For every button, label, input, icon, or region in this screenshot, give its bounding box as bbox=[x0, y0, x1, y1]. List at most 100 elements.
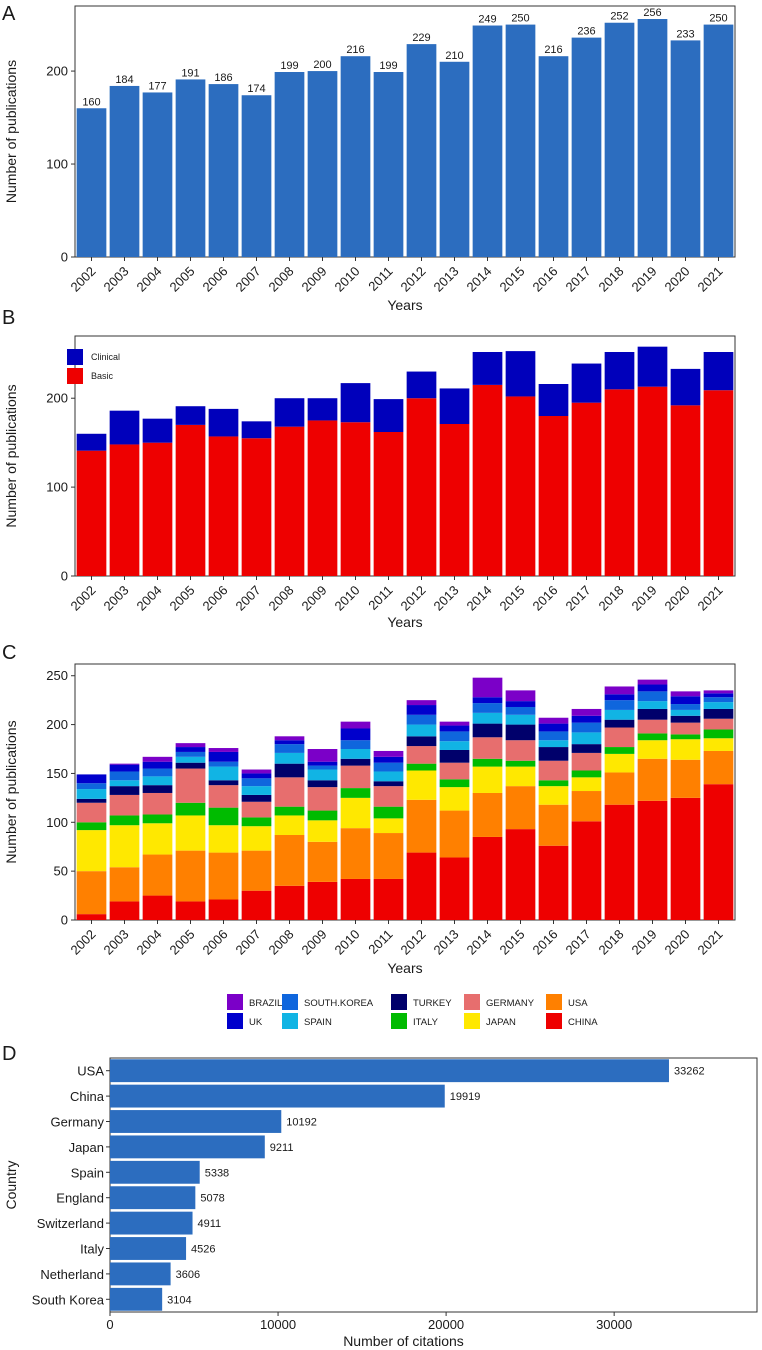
bar-south-korea-2010 bbox=[340, 740, 371, 750]
bar-clinical-2017 bbox=[571, 363, 602, 403]
bar-uk-2009 bbox=[307, 761, 338, 766]
legend-swatch-south-korea bbox=[282, 994, 298, 1010]
y-tick-label: 250 bbox=[46, 668, 68, 683]
bar-south-korea-2016 bbox=[538, 731, 569, 741]
x-tick-label: 2012 bbox=[398, 264, 429, 295]
bar-south-korea-2012 bbox=[406, 714, 437, 725]
bar-usa-2008 bbox=[274, 834, 305, 886]
bar-spain-2002 bbox=[76, 789, 107, 799]
x-tick-label: 2004 bbox=[134, 927, 165, 958]
bar-germany-2006 bbox=[208, 785, 239, 808]
bar-germany-2017 bbox=[571, 752, 602, 771]
bar-japan-2015 bbox=[505, 766, 536, 787]
bar-uk-2002 bbox=[76, 774, 107, 784]
bar-uk-2014 bbox=[472, 697, 503, 704]
bar-japan-2006 bbox=[208, 825, 239, 853]
x-tick-label: 2021 bbox=[695, 583, 726, 614]
bar-china bbox=[110, 1084, 445, 1108]
y-tick-label: Netherland bbox=[40, 1267, 104, 1282]
panel-b-letter: B bbox=[2, 307, 15, 329]
bar-uk-2020 bbox=[670, 696, 701, 705]
x-axis-title: Years bbox=[387, 614, 422, 630]
bar-germany-2008 bbox=[274, 777, 305, 807]
bar-value-label: 256 bbox=[643, 7, 661, 19]
x-tick-label: 2006 bbox=[200, 264, 231, 295]
x-tick-label: 2004 bbox=[134, 264, 165, 295]
bar-value-label: 236 bbox=[577, 26, 595, 38]
bar-england bbox=[110, 1186, 196, 1210]
y-tick-label: 50 bbox=[54, 864, 68, 879]
bar-basic-2003 bbox=[109, 444, 140, 576]
plot-frame bbox=[74, 663, 736, 921]
panel-a-chart: 160 184 177 191 186 174 199 200 216 199 229 210 249 2… bbox=[3, 5, 736, 313]
bar-value-label: 19919 bbox=[450, 1091, 481, 1103]
x-tick-label: 2014 bbox=[464, 927, 495, 958]
y-tick-label: Spain bbox=[71, 1165, 104, 1180]
bar-brazil-2012 bbox=[406, 700, 437, 706]
bar-usa-2021 bbox=[703, 750, 734, 785]
bar-china-2014 bbox=[472, 836, 503, 920]
bar-basic-2007 bbox=[241, 438, 272, 576]
bar-clinical-2008 bbox=[274, 398, 305, 427]
x-tick-label: 2017 bbox=[563, 583, 594, 614]
x-tick-label: 2009 bbox=[299, 264, 330, 295]
bar-south-korea-2019 bbox=[637, 691, 668, 702]
bar-value-label: 3606 bbox=[176, 1269, 200, 1281]
bar-basic-2015 bbox=[505, 396, 536, 576]
bar-uk-2013 bbox=[439, 725, 470, 732]
bar-japan-2009 bbox=[307, 820, 338, 842]
bar-italy-2019 bbox=[637, 733, 668, 741]
bar-south-korea-2006 bbox=[208, 761, 239, 767]
bar-spain-2021 bbox=[703, 702, 734, 709]
bar-germany-2009 bbox=[307, 787, 338, 811]
bar-italy-2011 bbox=[373, 806, 404, 819]
bar-2012 bbox=[406, 44, 437, 258]
bar-italy-2010 bbox=[340, 788, 371, 798]
bar-turkey-2019 bbox=[637, 708, 668, 720]
bar-germany-2019 bbox=[637, 719, 668, 734]
bar-turkey-2002 bbox=[76, 798, 107, 803]
bar-italy-2002 bbox=[76, 822, 107, 831]
bar-brazil-2021 bbox=[703, 690, 734, 694]
panel-a-letter: A bbox=[2, 3, 16, 25]
bar-basic-2002 bbox=[76, 450, 107, 576]
x-tick-label: 0 bbox=[106, 1317, 113, 1332]
bar-brazil-2020 bbox=[670, 691, 701, 697]
bar-germany-2011 bbox=[373, 786, 404, 807]
x-tick-label: 2009 bbox=[299, 583, 330, 614]
bar-china-2016 bbox=[538, 845, 569, 920]
bar-italy-2021 bbox=[703, 729, 734, 739]
bar-2004 bbox=[142, 92, 173, 257]
x-tick-label: 2009 bbox=[299, 927, 330, 958]
bar-usa-2016 bbox=[538, 804, 569, 846]
bar-switzerland bbox=[110, 1211, 193, 1235]
bar-germany bbox=[110, 1110, 282, 1133]
bar-japan-2002 bbox=[76, 830, 107, 872]
x-tick-label: 2005 bbox=[167, 264, 198, 295]
bar-spain-2018 bbox=[604, 709, 635, 720]
bar-turkey-2003 bbox=[109, 786, 140, 795]
bar-netherland bbox=[110, 1262, 171, 1286]
bar-germany-2007 bbox=[241, 801, 272, 818]
bar-japan-2005 bbox=[175, 815, 206, 851]
bar-china-2008 bbox=[274, 885, 305, 920]
bar-value-label: 177 bbox=[148, 80, 166, 92]
bar-basic-2009 bbox=[307, 420, 338, 576]
bar-germany-2004 bbox=[142, 792, 173, 815]
bar-uk-2003 bbox=[109, 764, 140, 772]
bar-italy-2008 bbox=[274, 806, 305, 816]
bar-turkey-2021 bbox=[703, 708, 734, 719]
bar-basic-2012 bbox=[406, 398, 437, 576]
bar-usa bbox=[110, 1059, 669, 1083]
bar-2002 bbox=[76, 108, 107, 257]
bar-italy-2018 bbox=[604, 747, 635, 754]
bar-china-2015 bbox=[505, 829, 536, 920]
bar-usa-2009 bbox=[307, 841, 338, 882]
bar-italy-2015 bbox=[505, 760, 536, 767]
bar-usa-2007 bbox=[241, 850, 272, 891]
x-tick-label: 2020 bbox=[662, 264, 693, 295]
bar-italy-2012 bbox=[406, 763, 437, 771]
bar-japan-2011 bbox=[373, 818, 404, 834]
bar-basic-2019 bbox=[637, 386, 668, 576]
